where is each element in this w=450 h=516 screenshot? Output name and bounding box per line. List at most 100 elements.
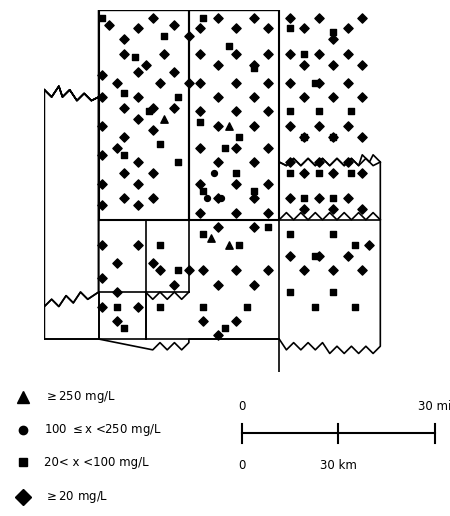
Point bbox=[301, 169, 308, 177]
Point bbox=[265, 180, 272, 188]
Point bbox=[160, 115, 167, 123]
Point bbox=[315, 194, 323, 202]
Point bbox=[250, 158, 257, 166]
Text: 100 $\leq$x <250 mg/L: 100 $\leq$x <250 mg/L bbox=[44, 422, 162, 438]
Point bbox=[330, 266, 337, 275]
Point bbox=[286, 230, 293, 238]
Point bbox=[120, 169, 127, 177]
Point bbox=[330, 28, 337, 36]
Point bbox=[175, 266, 182, 275]
Point bbox=[315, 252, 323, 260]
Point bbox=[232, 317, 239, 325]
Point bbox=[225, 42, 232, 51]
Point bbox=[120, 324, 127, 332]
Point bbox=[232, 143, 239, 152]
Point bbox=[185, 78, 193, 87]
Point bbox=[135, 302, 142, 311]
Point bbox=[120, 50, 127, 58]
Point bbox=[135, 93, 142, 101]
Point bbox=[106, 21, 113, 29]
Point bbox=[99, 71, 106, 79]
Point bbox=[286, 107, 293, 116]
Point bbox=[265, 143, 272, 152]
Point bbox=[286, 78, 293, 87]
Point bbox=[301, 266, 308, 275]
Point bbox=[175, 158, 182, 166]
Point bbox=[330, 194, 337, 202]
Point bbox=[312, 252, 319, 260]
Point bbox=[214, 194, 221, 202]
Point bbox=[200, 317, 207, 325]
Point bbox=[214, 331, 221, 340]
Point bbox=[149, 194, 156, 202]
Point bbox=[286, 158, 293, 166]
Point bbox=[232, 78, 239, 87]
Point bbox=[286, 50, 293, 58]
Point bbox=[157, 302, 164, 311]
Point bbox=[99, 13, 106, 22]
Point bbox=[301, 24, 308, 33]
Point bbox=[250, 64, 257, 72]
Point bbox=[120, 89, 127, 98]
Point bbox=[185, 31, 193, 40]
Point bbox=[149, 259, 156, 267]
Point bbox=[120, 151, 127, 159]
Point bbox=[171, 21, 178, 29]
Point bbox=[330, 169, 337, 177]
Point bbox=[120, 194, 127, 202]
Point bbox=[236, 133, 243, 141]
Point bbox=[113, 302, 120, 311]
Point bbox=[315, 78, 323, 87]
Point bbox=[160, 31, 167, 40]
Point bbox=[330, 133, 337, 141]
Point bbox=[265, 50, 272, 58]
Point bbox=[301, 93, 308, 101]
Point bbox=[330, 93, 337, 101]
Point bbox=[359, 205, 366, 213]
Point bbox=[250, 122, 257, 130]
Point bbox=[351, 302, 359, 311]
Point bbox=[315, 169, 323, 177]
Text: 30 km: 30 km bbox=[320, 459, 357, 472]
Point bbox=[99, 180, 106, 188]
Point bbox=[359, 93, 366, 101]
Point bbox=[232, 24, 239, 33]
Point bbox=[348, 169, 355, 177]
Point bbox=[214, 158, 221, 166]
Point bbox=[232, 180, 239, 188]
Point bbox=[265, 208, 272, 217]
Point bbox=[250, 93, 257, 101]
Point bbox=[196, 180, 203, 188]
Point bbox=[330, 205, 337, 213]
Point bbox=[301, 133, 308, 141]
Point bbox=[149, 169, 156, 177]
Point bbox=[344, 122, 351, 130]
Point bbox=[250, 13, 257, 22]
Point bbox=[214, 281, 221, 289]
Point bbox=[99, 201, 106, 209]
Point bbox=[286, 13, 293, 22]
Point bbox=[135, 68, 142, 76]
Point bbox=[196, 143, 203, 152]
Point bbox=[330, 288, 337, 296]
Point bbox=[135, 180, 142, 188]
Point bbox=[232, 107, 239, 116]
Point bbox=[200, 13, 207, 22]
Point bbox=[315, 50, 323, 58]
Point bbox=[286, 252, 293, 260]
Text: $\geq$20 mg/L: $\geq$20 mg/L bbox=[44, 489, 108, 505]
Point bbox=[113, 259, 120, 267]
Point bbox=[196, 107, 203, 116]
Point bbox=[149, 13, 156, 22]
Point bbox=[99, 241, 106, 249]
Point bbox=[200, 187, 207, 195]
Point bbox=[265, 78, 272, 87]
Point bbox=[359, 169, 366, 177]
Point bbox=[315, 122, 323, 130]
Point bbox=[113, 317, 120, 325]
Point bbox=[366, 241, 373, 249]
Point bbox=[196, 118, 203, 126]
Point bbox=[196, 208, 203, 217]
Point bbox=[113, 78, 120, 87]
Point bbox=[160, 50, 167, 58]
